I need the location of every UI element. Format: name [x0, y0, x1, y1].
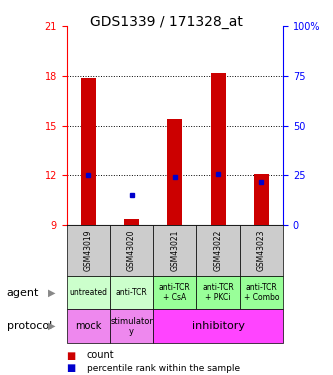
Bar — [240, 225, 283, 276]
Bar — [153, 276, 196, 309]
Bar — [124, 219, 139, 225]
Bar — [210, 73, 226, 225]
Bar — [240, 276, 283, 309]
Text: ▶: ▶ — [48, 288, 55, 297]
Text: untreated: untreated — [69, 288, 107, 297]
Text: ■: ■ — [67, 351, 76, 360]
Text: GSM43022: GSM43022 — [213, 230, 223, 271]
Bar — [67, 276, 110, 309]
Text: anti-TCR
+ PKCi: anti-TCR + PKCi — [202, 283, 234, 302]
Text: agent: agent — [7, 288, 39, 297]
Text: GDS1339 / 171328_at: GDS1339 / 171328_at — [90, 15, 243, 29]
Bar — [67, 225, 110, 276]
Text: percentile rank within the sample: percentile rank within the sample — [87, 364, 240, 373]
Bar — [153, 225, 196, 276]
Text: GSM43021: GSM43021 — [170, 230, 179, 271]
Bar — [196, 225, 240, 276]
Text: mock: mock — [75, 321, 102, 331]
Bar — [67, 309, 110, 343]
Text: GSM43019: GSM43019 — [84, 230, 93, 271]
Text: anti-TCR
+ Combo: anti-TCR + Combo — [244, 283, 279, 302]
Bar — [167, 119, 182, 225]
Bar — [110, 225, 153, 276]
Text: anti-TCR: anti-TCR — [116, 288, 148, 297]
Text: count: count — [87, 351, 114, 360]
Text: anti-TCR
+ CsA: anti-TCR + CsA — [159, 283, 191, 302]
Text: inhibitory: inhibitory — [191, 321, 245, 331]
Bar — [254, 174, 269, 225]
Text: ■: ■ — [67, 363, 76, 373]
Text: stimulator
y: stimulator y — [110, 317, 153, 336]
Bar — [110, 276, 153, 309]
Bar — [196, 276, 240, 309]
Bar — [110, 309, 153, 343]
Text: protocol: protocol — [7, 321, 52, 331]
Text: GSM43020: GSM43020 — [127, 230, 136, 271]
Bar — [81, 78, 96, 225]
Bar — [153, 309, 283, 343]
Text: GSM43023: GSM43023 — [257, 230, 266, 271]
Text: ▶: ▶ — [48, 321, 55, 331]
